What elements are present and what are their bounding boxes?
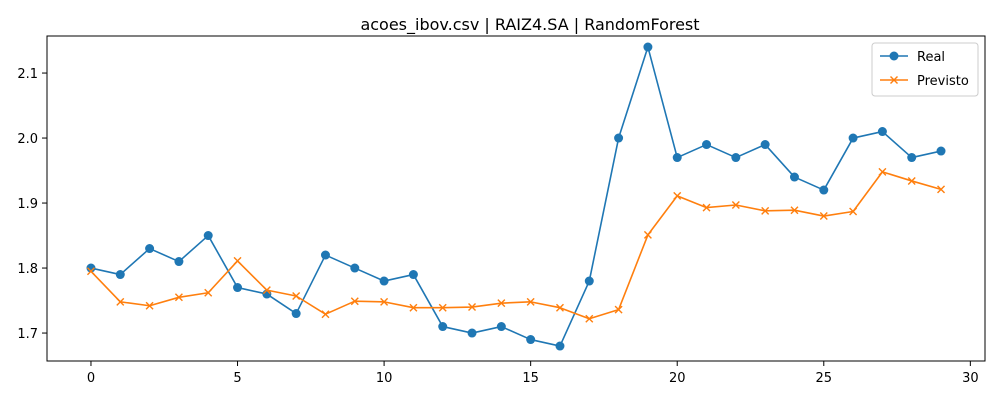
data-point-real: [643, 42, 653, 52]
data-point-real: [555, 341, 565, 351]
x-tick-label: 20: [669, 371, 686, 386]
data-point-previsto: [438, 303, 447, 312]
legend-marker-real: [889, 51, 899, 61]
data-point-real: [672, 153, 682, 163]
data-point-real: [877, 127, 887, 137]
legend-label-previsto: Previsto: [917, 74, 969, 89]
x-tick-label: 10: [376, 371, 393, 386]
x-tick-label: 25: [816, 371, 833, 386]
data-point-previsto: [145, 301, 154, 310]
y-tick-label: 1.8: [17, 262, 38, 277]
series-line-previsto: [90, 171, 942, 320]
data-point-previsto: [731, 201, 740, 209]
data-point-real: [203, 231, 213, 241]
data-point-previsto: [673, 191, 682, 200]
data-point-previsto: [526, 297, 535, 306]
data-point-real: [467, 328, 477, 338]
x-axis: 0 5 10 15 20 25 30: [87, 361, 979, 386]
data-point-previsto: [555, 303, 564, 312]
x-tick-label: 30: [962, 371, 979, 386]
data-point-previsto: [585, 314, 594, 323]
legend-item-previsto: Previsto: [880, 74, 969, 89]
data-point-previsto: [849, 207, 858, 216]
data-point-real: [145, 244, 155, 254]
data-point-real: [702, 140, 712, 150]
chart-title: acoes_ibov.csv | RAIZ4.SA | RandomForest: [360, 15, 699, 35]
data-point-previsto: [819, 212, 828, 221]
data-point-previsto: [937, 185, 946, 194]
data-point-previsto: [643, 230, 652, 239]
data-point-previsto: [321, 310, 330, 319]
data-point-real: [379, 276, 389, 286]
data-point-previsto: [702, 203, 711, 212]
data-point-real: [819, 185, 829, 195]
legend-item-real: Real: [880, 50, 945, 65]
y-tick-label: 1.9: [17, 197, 38, 212]
data-point-real: [291, 309, 301, 319]
data-point-real: [789, 172, 799, 182]
y-tick-label: 1.7: [17, 327, 38, 342]
data-point-previsto: [409, 303, 418, 312]
legend-marker-previsto: [890, 76, 898, 84]
plot-area: [46, 35, 986, 362]
data-point-real: [614, 133, 624, 143]
x-tick-label: 15: [522, 371, 539, 386]
data-point-previsto: [497, 299, 506, 308]
data-point-real: [907, 153, 917, 163]
data-point-previsto: [614, 305, 623, 314]
data-point-real: [115, 270, 125, 280]
data-point-real: [731, 153, 741, 163]
data-point-real: [496, 322, 506, 332]
data-point-real: [936, 146, 946, 156]
data-point-real: [848, 133, 858, 143]
data-point-previsto: [350, 297, 359, 306]
data-point-previsto: [292, 292, 301, 300]
x-tick-label: 5: [233, 371, 241, 386]
data-point-previsto: [233, 256, 242, 265]
data-point-real: [760, 140, 770, 150]
data-point-previsto: [262, 286, 271, 295]
data-point-previsto: [468, 303, 477, 312]
y-axis: 1.7 1.8 1.9 2.0 2.1: [17, 67, 47, 342]
data-point-previsto: [174, 293, 183, 302]
series-line-real: [90, 46, 942, 347]
data-point-previsto: [790, 206, 799, 215]
data-point-real: [174, 257, 184, 267]
data-point-previsto: [907, 176, 916, 185]
y-tick-label: 2.1: [17, 67, 38, 82]
data-point-real: [584, 276, 594, 286]
data-point-previsto: [878, 167, 887, 176]
data-point-previsto: [761, 206, 770, 215]
data-point-real: [350, 263, 360, 273]
data-point-previsto: [86, 267, 95, 276]
x-tick-label: 0: [87, 371, 95, 386]
data-point-previsto: [204, 288, 213, 297]
data-point-previsto: [116, 297, 125, 306]
data-point-real: [526, 335, 536, 345]
legend: Real Previsto: [871, 42, 979, 97]
legend-label-real: Real: [917, 50, 945, 65]
y-tick-label: 2.0: [17, 132, 38, 147]
data-point-real: [86, 263, 96, 273]
data-point-real: [320, 250, 330, 260]
data-point-real: [438, 322, 448, 332]
series-layer: [86, 42, 946, 351]
data-point-previsto: [380, 297, 389, 306]
data-point-real: [233, 283, 243, 293]
data-point-real: [408, 270, 418, 280]
